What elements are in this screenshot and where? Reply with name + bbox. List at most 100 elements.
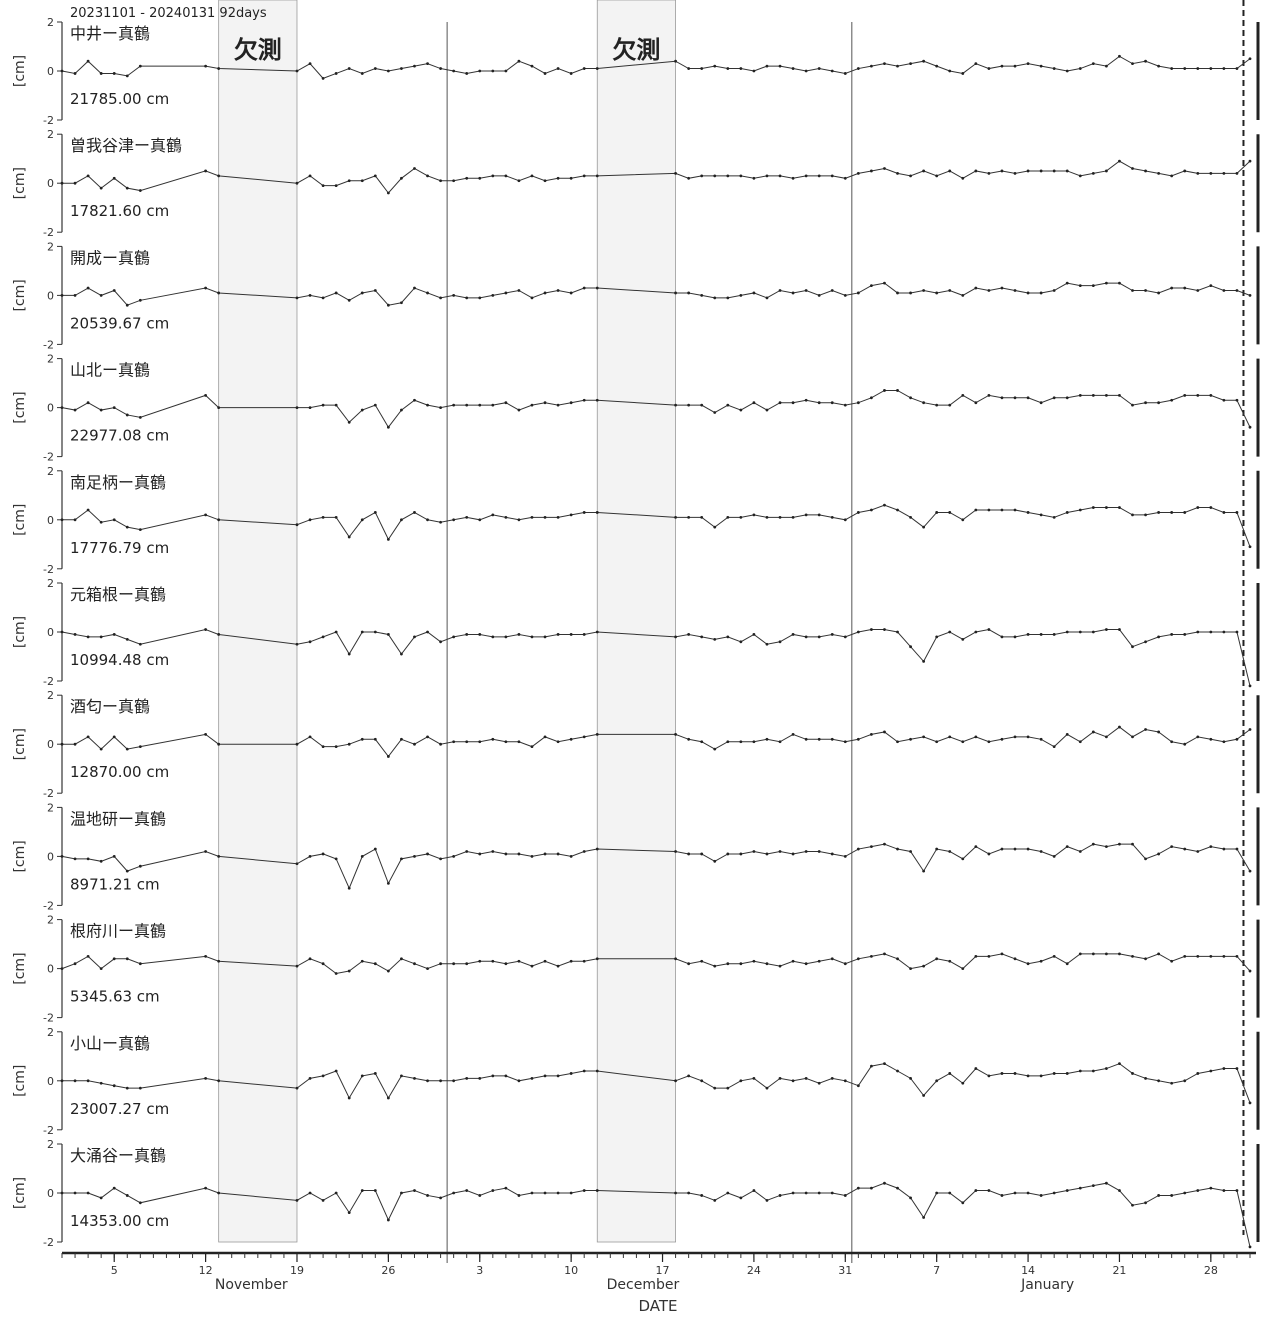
data-point	[726, 635, 730, 639]
data-point	[1078, 284, 1082, 287]
data-point	[373, 1072, 377, 1075]
data-point	[439, 67, 442, 70]
data-point	[373, 962, 377, 966]
data-point	[1052, 67, 1056, 70]
data-point	[347, 535, 351, 539]
data-point	[582, 1189, 586, 1192]
data-point	[765, 64, 769, 68]
data-point	[778, 640, 782, 644]
data-point	[830, 1076, 834, 1080]
data-point	[595, 398, 599, 402]
data-point	[791, 67, 795, 70]
x-tick-label: 19	[290, 1264, 304, 1277]
x-tick-label: 14	[1021, 1264, 1035, 1277]
data-point	[295, 296, 299, 300]
data-point	[60, 742, 64, 746]
y-tick-label: 2	[47, 128, 54, 141]
data-point	[883, 503, 886, 507]
data-point	[1222, 740, 1226, 744]
data-point	[86, 1191, 90, 1195]
data-point	[1091, 630, 1095, 634]
data-point	[726, 962, 730, 966]
data-point	[987, 393, 991, 397]
data-point	[1209, 172, 1213, 175]
data-point	[360, 1074, 364, 1078]
data-point	[504, 515, 508, 519]
data-point	[791, 852, 795, 856]
data-point	[138, 864, 142, 868]
data-point	[112, 406, 116, 409]
data-point	[870, 954, 873, 958]
data-point	[530, 635, 534, 639]
data-point	[1026, 62, 1030, 66]
data-point	[1183, 286, 1187, 290]
data-point	[1170, 174, 1174, 178]
data-point	[674, 59, 677, 63]
data-point	[112, 855, 116, 858]
y-tick-label: 0	[47, 1187, 54, 1200]
data-point	[321, 515, 325, 519]
data-point	[1235, 847, 1239, 851]
data-point	[112, 518, 116, 522]
data-point	[204, 169, 208, 173]
data-point	[125, 413, 129, 417]
data-point	[856, 511, 860, 514]
data-point	[1104, 64, 1108, 68]
data-point	[791, 515, 795, 519]
x-tick-label: 5	[111, 1264, 118, 1277]
data-point	[1170, 398, 1174, 402]
data-point	[386, 538, 390, 541]
data-point	[478, 959, 482, 963]
data-point	[961, 1201, 965, 1205]
data-point	[1144, 957, 1147, 961]
y-tick-label: 0	[47, 289, 54, 302]
data-point	[1157, 635, 1161, 639]
data-point	[739, 640, 743, 644]
data-point	[86, 857, 90, 861]
data-point	[217, 633, 221, 636]
data-point	[112, 72, 116, 75]
data-point	[1104, 952, 1108, 956]
data-point	[674, 850, 677, 853]
data-point	[373, 1189, 377, 1192]
data-point	[935, 957, 939, 961]
data-point	[217, 1079, 221, 1083]
data-point	[582, 959, 586, 963]
data-point	[1157, 852, 1161, 856]
data-point	[504, 852, 508, 856]
data-point	[896, 1186, 899, 1190]
data-point	[295, 964, 299, 968]
data-point	[452, 962, 456, 966]
data-point	[843, 72, 847, 75]
data-point	[909, 174, 912, 178]
data-point	[334, 291, 338, 295]
data-point	[1183, 633, 1187, 636]
data-point	[491, 69, 495, 73]
data-point	[870, 1064, 873, 1068]
data-point	[1000, 508, 1004, 512]
data-point	[948, 850, 952, 853]
data-point	[961, 393, 965, 397]
x-axis-label: DATE	[638, 1297, 678, 1315]
data-point	[347, 179, 351, 183]
data-point	[569, 1191, 573, 1195]
data-point	[948, 289, 952, 292]
data-point	[86, 286, 90, 290]
data-point	[125, 637, 129, 641]
data-point	[478, 633, 482, 636]
y-axis-label: [cm]	[12, 167, 28, 199]
data-point	[413, 167, 416, 170]
data-point	[465, 962, 469, 966]
data-point	[386, 425, 390, 429]
data-point	[308, 518, 312, 522]
series-name: 大涌谷ー真鶴	[70, 1146, 166, 1165]
data-point	[1026, 1074, 1030, 1078]
data-point	[1000, 64, 1004, 68]
data-point	[1052, 633, 1056, 636]
data-point	[426, 518, 429, 522]
data-point	[1118, 506, 1121, 509]
data-point	[569, 1072, 573, 1075]
data-point	[700, 174, 704, 178]
data-point	[843, 855, 847, 858]
data-point	[217, 67, 221, 70]
